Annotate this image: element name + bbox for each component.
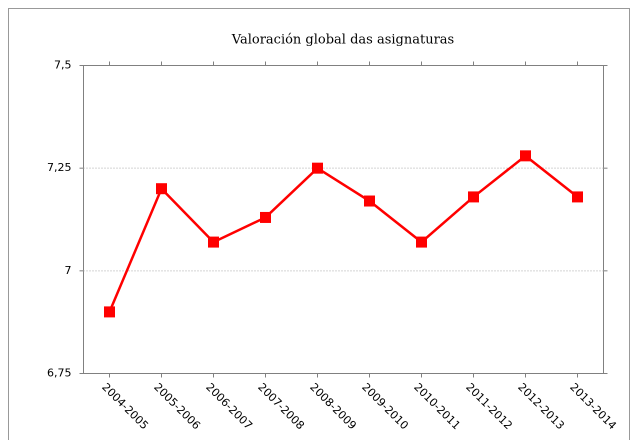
data-point [312,162,323,174]
data-point [364,195,375,207]
data-point [208,236,219,248]
y-tick-label: 6,75 [47,367,72,380]
data-point [416,236,427,248]
y-tick-label: 7 [65,264,72,277]
y-tick-label: 7,5 [54,59,72,72]
chart-frame [8,8,630,440]
plot-area [83,65,604,374]
data-point [104,306,115,318]
chart-title: Valoración global das asignaturas [231,33,454,48]
data-point [520,150,531,162]
data-line [108,154,579,313]
data-point [260,211,271,223]
data-point [468,191,479,203]
data-point [156,183,167,195]
data-point [572,191,583,203]
y-tick-label: 7,25 [47,161,72,174]
